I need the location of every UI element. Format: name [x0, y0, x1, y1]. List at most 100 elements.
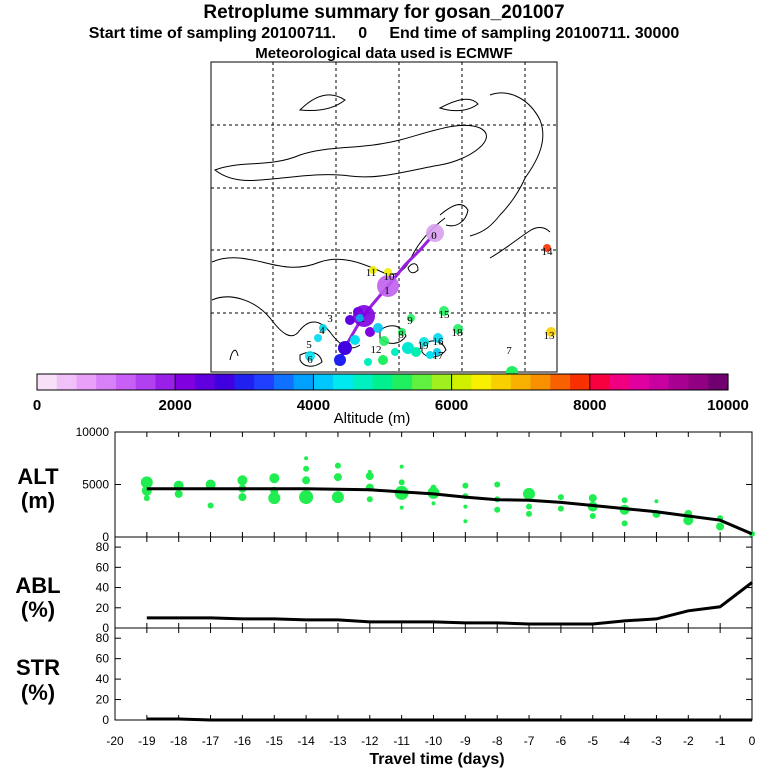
- colorbar-swatch: [471, 374, 492, 390]
- trajectory-point: [305, 351, 315, 361]
- colorbar-swatch: [175, 374, 196, 390]
- x-tick-label: -9: [460, 734, 471, 748]
- alt-scatter-point: [399, 505, 404, 510]
- alt-scatter-point: [238, 493, 247, 502]
- panel-y-label: (%): [21, 597, 55, 622]
- x-tick-label: -11: [393, 734, 410, 748]
- trajectory-point-label: 14: [542, 246, 554, 258]
- x-tick-label: -19: [138, 734, 156, 748]
- trajectory-point: [314, 334, 322, 342]
- colorbar-tick-label: 0: [33, 397, 41, 414]
- colorbar-tick-label: 10000: [707, 397, 749, 414]
- alt-scatter-point: [589, 513, 596, 519]
- panel-frame: [114, 536, 753, 629]
- trajectory-point: [379, 336, 389, 346]
- colorbar-swatch: [293, 374, 314, 390]
- trajectory-point-label: 0: [431, 230, 437, 242]
- x-tick-label: -4: [619, 734, 630, 748]
- chart-title: Retroplume summary for gosan_201007: [203, 2, 565, 23]
- panel-y-label: ABL: [15, 573, 60, 598]
- panel-y-label: ALT: [17, 464, 59, 489]
- alt-scatter-point: [304, 456, 309, 461]
- colorbar-swatch: [530, 374, 551, 390]
- colorbar-swatch: [194, 374, 216, 390]
- panel-y-label: (%): [21, 680, 55, 705]
- trajectory-point-label: 6: [307, 354, 313, 366]
- alt-scatter-point: [302, 476, 311, 485]
- alt-scatter-point: [207, 502, 214, 509]
- x-tick-label: -16: [234, 734, 252, 748]
- colorbar-swatch: [234, 374, 255, 390]
- panel-alt: 10000 5000 0 ALT(m): [17, 425, 755, 544]
- colorbar-swatch: [115, 374, 137, 390]
- x-axis-label: Travel time (days): [369, 751, 504, 768]
- trajectory-point-label: 15: [439, 309, 451, 321]
- colorbar-tick-label: 2000: [159, 397, 192, 414]
- altitude-colorbar: 0 2000 4000 6000 8000 10000: [33, 373, 749, 414]
- alt-scatter-point: [526, 510, 532, 517]
- colorbar-swatch: [550, 374, 571, 390]
- alt-scatter-point: [334, 462, 341, 469]
- x-tick-label: -15: [266, 734, 284, 748]
- trajectory-point: [319, 324, 327, 332]
- alt-scatter-point: [143, 495, 150, 502]
- trajectory-point-label: 16: [433, 336, 445, 348]
- trajectory-point-label: 7: [506, 345, 512, 357]
- trajectory-point: [373, 323, 383, 333]
- trajectory-point-label: 5: [306, 339, 312, 351]
- alt-scatter-point: [494, 481, 501, 488]
- trajectory-point: [546, 327, 556, 337]
- alt-scatter-point: [654, 499, 659, 504]
- panel-str: 80 60 40 20 0 STR(%): [16, 627, 753, 727]
- colorbar-swatch: [333, 374, 354, 390]
- y-tick-label: 0: [102, 530, 109, 544]
- y-tick-label: 20: [96, 601, 110, 615]
- alt-scatter-point: [140, 476, 153, 489]
- colorbar-swatch: [451, 374, 472, 390]
- colorbar-swatch: [214, 374, 236, 390]
- colorbar-tick-label: 4000: [297, 397, 330, 414]
- colorbar-swatch: [629, 374, 650, 390]
- trajectory-point-label: 10: [384, 271, 396, 283]
- colorbar-swatch: [570, 374, 591, 390]
- x-tick-label: -13: [329, 734, 347, 748]
- trajectory-point-label: 3: [327, 313, 333, 325]
- y-tick-label: 0: [102, 713, 109, 727]
- trajectory-point-label: 18: [452, 327, 464, 339]
- x-tick-label: -10: [425, 734, 443, 748]
- colorbar-swatch: [273, 374, 295, 390]
- sampling-time-text: Start time of sampling 20100711. 0 End t…: [88, 25, 680, 42]
- alt-scatter-point: [174, 489, 183, 498]
- abl-series-line: [146, 581, 753, 626]
- alt-scatter-point: [494, 506, 501, 513]
- trajectory-cluster-blob: [426, 351, 434, 359]
- colorbar-label: Altitude (m): [334, 410, 411, 427]
- y-tick-label: 10000: [76, 425, 110, 439]
- colorbar-tick-label: 8000: [573, 397, 606, 414]
- trajectory-point: [419, 337, 429, 347]
- colorbar-swatch: [708, 374, 729, 390]
- trajectory-point: [377, 275, 399, 297]
- y-tick-label: 40: [96, 581, 110, 595]
- trajectory-point: [426, 224, 444, 242]
- x-tick-label: -8: [492, 734, 503, 748]
- trajectory-point-label: 13: [544, 330, 556, 342]
- panel-y-label: STR: [16, 655, 60, 680]
- colorbar-swatch: [392, 374, 413, 390]
- trajectory-point-label: 17: [433, 350, 445, 362]
- x-tick-label: -1: [715, 734, 726, 748]
- y-tick-label: 80: [96, 540, 110, 554]
- colorbar-swatch: [491, 374, 512, 390]
- trajectory-point: [384, 268, 392, 276]
- trajectory-positions: 012345678910111213141516171819: [305, 224, 556, 378]
- y-tick-label: 60: [96, 652, 110, 666]
- colorbar-swatch: [412, 374, 433, 390]
- alt-scatter-point: [399, 464, 404, 469]
- colorbar-tick-label: 6000: [435, 397, 468, 414]
- trajectory-cluster-blob: [345, 315, 355, 325]
- trajectory-point: [398, 328, 406, 336]
- colorbar-swatch: [589, 374, 611, 390]
- trajectory-map: 012345678910111213141516171819: [210, 61, 558, 378]
- trajectory-point: [356, 314, 364, 322]
